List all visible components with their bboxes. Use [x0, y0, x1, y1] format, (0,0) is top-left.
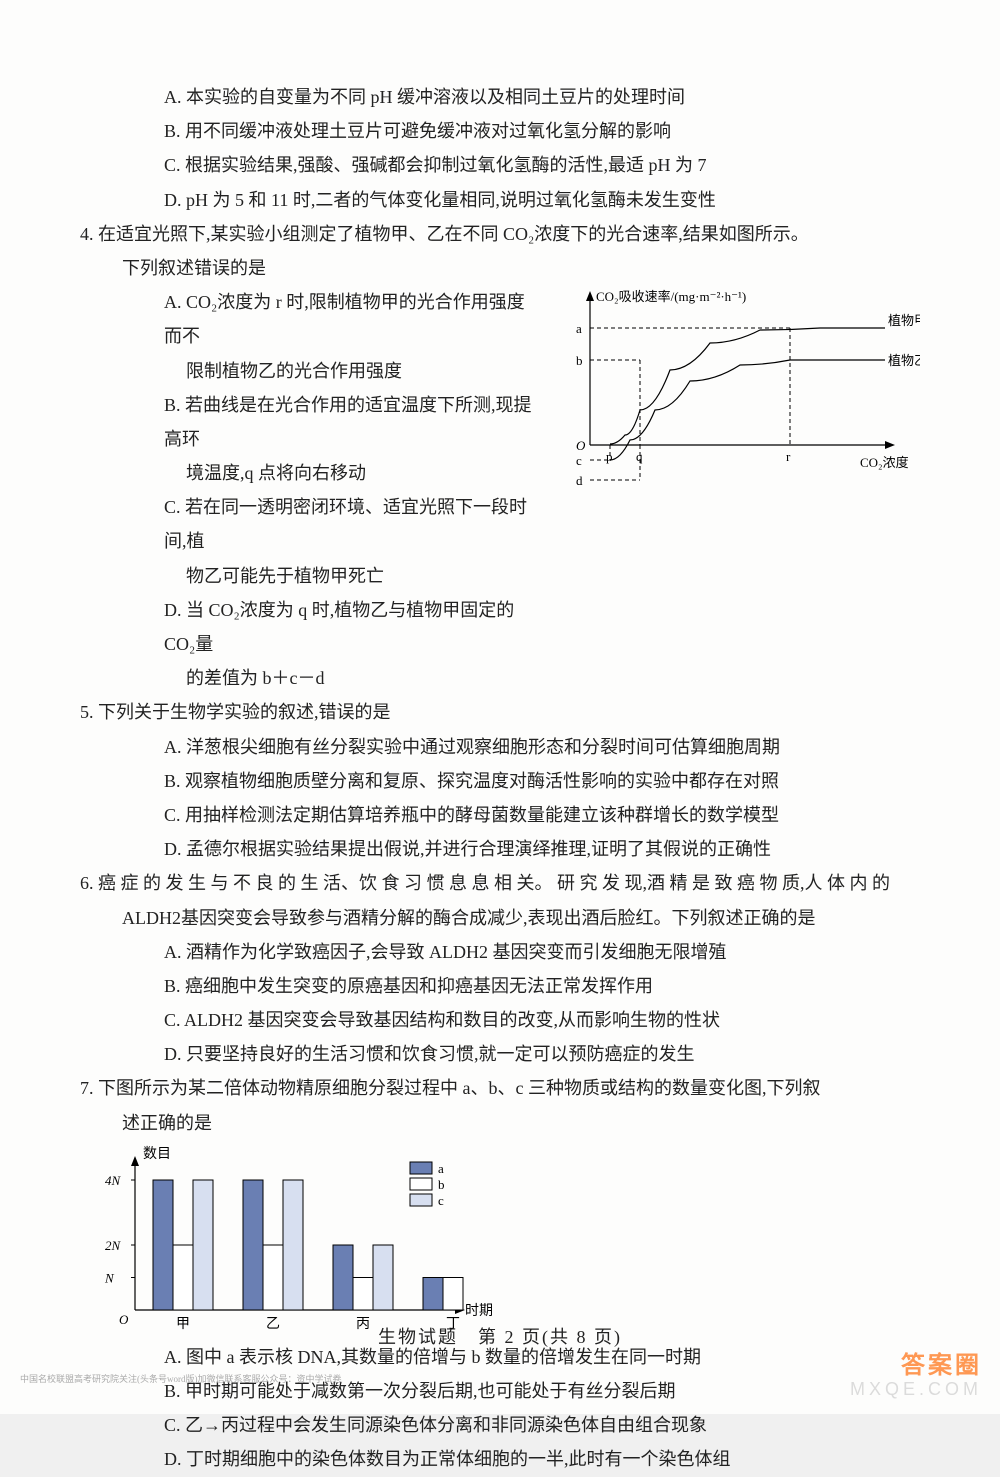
q4-body: A. CO₂浓度为 r 时,限制植物甲的光合作用强度而不 限制植物乙的光合作用强…	[80, 285, 920, 695]
svg-text:4N: 4N	[105, 1173, 122, 1188]
small-note: 中国名校联盟高考研究院关注(头条号word版)加微信联系客服公众号：资中学试卷	[20, 1371, 342, 1388]
svg-text:a: a	[438, 1161, 444, 1176]
svg-text:O: O	[576, 438, 586, 453]
q6-option-b: B. 癌细胞中发生突变的原癌基因和抑癌基因无法正常发挥作用	[80, 969, 920, 1003]
q7-stem-2: 述正确的是	[80, 1106, 920, 1140]
svg-text:d: d	[576, 473, 583, 488]
watermark-line1: 答案圈	[850, 1352, 982, 1380]
q6-option-a: A. 酒精作为化学致癌因子,会导致 ALDH2 基因突变而引发细胞无限增殖	[80, 935, 920, 969]
svg-text:a: a	[576, 321, 582, 336]
q4-option-d-2: 的差值为 b＋c－d	[164, 661, 540, 695]
q6-option-d: D. 只要坚持良好的生活习惯和饮食习惯,就一定可以预防癌症的发生	[80, 1037, 920, 1071]
svg-text:时期: 时期	[465, 1303, 493, 1319]
q4-option-b-1: B. 若曲线是在光合作用的适宜温度下所测,现提高环	[164, 388, 540, 456]
q7-option-d: D. 丁时期细胞中的染色体数目为正常体细胞的一半,此时有一个染色体组	[80, 1442, 920, 1476]
svg-text:p: p	[606, 449, 613, 464]
svg-text:CO₂浓度: CO₂浓度	[860, 455, 909, 470]
q4-chart: CO₂吸收速率/(mg·m⁻²·h⁻¹) CO₂浓度 O 植物甲植物乙 a b cd p q r	[540, 285, 920, 515]
q3-option-b: B. 用不同缓冲液处理土豆片可避免缓冲液对过氧化氢分解的影响	[80, 114, 920, 148]
svg-text:r: r	[786, 449, 791, 464]
q5-option-a: A. 洋葱根尖细胞有丝分裂实验中通过观察细胞形态和分裂时间可估算细胞周期	[80, 730, 920, 764]
q4-options: A. CO₂浓度为 r 时,限制植物甲的光合作用强度而不 限制植物乙的光合作用强…	[80, 285, 540, 695]
watermark-line2: MXQE.COM	[850, 1379, 982, 1400]
svg-text:CO₂吸收速率/(mg·m⁻²·h⁻¹): CO₂吸收速率/(mg·m⁻²·h⁻¹)	[596, 289, 746, 304]
q7-stem-1: 7. 下图所示为某二倍体动物精原细胞分裂过程中 a、b、c 三种物质或结构的数量…	[80, 1071, 920, 1105]
q7-chart-wrap: 数目时期O4N2NN 甲 乙 丙 丁abc	[80, 1140, 920, 1340]
q6-stem-2: ALDH2基因突变会导致参与酒精分解的酶合成减少,表现出酒后脸红。下列叙述正确的…	[80, 901, 920, 935]
page-footer: 生物试题 第 2 页(共 8 页)	[0, 1320, 1000, 1354]
svg-text:植物乙: 植物乙	[888, 353, 920, 368]
q4-option-a-2: 限制植物乙的光合作用强度	[164, 354, 540, 388]
q3-option-d: D. pH 为 5 和 11 时,二者的气体变化量相同,说明过氧化氢酶未发生变性	[80, 183, 920, 217]
q7-option-c: C. 乙→丙过程中会发生同源染色体分离和非同源染色体自由组合现象	[80, 1408, 920, 1442]
q4-option-b-2: 境温度,q 点将向右移动	[164, 456, 540, 490]
svg-text:b: b	[438, 1177, 445, 1192]
q7-chart: 数目时期O4N2NN 甲 乙 丙 丁abc	[80, 1140, 520, 1340]
svg-text:N: N	[104, 1270, 115, 1285]
q4-option-d-1: D. 当 CO₂浓度为 q 时,植物乙与植物甲固定的 CO₂量	[164, 593, 540, 661]
svg-text:数目: 数目	[143, 1146, 171, 1162]
q5-stem: 5. 下列关于生物学实验的叙述,错误的是	[80, 695, 920, 729]
svg-text:植物甲: 植物甲	[888, 313, 920, 328]
q6-stem-1: 6. 癌 症 的 发 生 与 不 良 的 生 活、饮 食 习 惯 息 息 相 关…	[80, 866, 920, 900]
q5-option-d: D. 孟德尔根据实验结果提出假说,并进行合理演绎推理,证明了其假说的正确性	[80, 832, 920, 866]
q5-option-c: C. 用抽样检测法定期估算培养瓶中的酵母菌数量能建立该种群增长的数学模型	[80, 798, 920, 832]
svg-text:b: b	[576, 353, 583, 368]
q4-stem-1: 4. 在适宜光照下,某实验小组测定了植物甲、乙在不同 CO₂浓度下的光合速率,结…	[80, 217, 920, 251]
q4-option-a-1: A. CO₂浓度为 r 时,限制植物甲的光合作用强度而不	[164, 285, 540, 353]
q6-option-c: C. ALDH2 基因突变会导致基因结构和数目的改变,从而影响生物的性状	[80, 1003, 920, 1037]
q4-option-c-2: 物乙可能先于植物甲死亡	[164, 559, 540, 593]
q4-option-c-1: C. 若在同一透明密闭环境、适宜光照下一段时间,植	[164, 490, 540, 558]
q3-option-a: A. 本实验的自变量为不同 pH 缓冲溶液以及相同土豆片的处理时间	[80, 80, 920, 114]
svg-text:c: c	[576, 453, 582, 468]
q4-stem-2: 下列叙述错误的是	[80, 251, 920, 285]
q5-option-b: B. 观察植物细胞质壁分离和复原、探究温度对酶活性影响的实验中都存在对照	[80, 764, 920, 798]
svg-text:c: c	[438, 1193, 444, 1208]
watermark: 答案圈 MXQE.COM	[850, 1352, 982, 1400]
svg-text:q: q	[636, 449, 643, 464]
svg-text:2N: 2N	[105, 1238, 122, 1253]
q3-option-c: C. 根据实验结果,强酸、强碱都会抑制过氧化氢酶的活性,最适 pH 为 7	[80, 148, 920, 182]
page: A. 本实验的自变量为不同 pH 缓冲溶液以及相同土豆片的处理时间 B. 用不同…	[0, 0, 1000, 1414]
